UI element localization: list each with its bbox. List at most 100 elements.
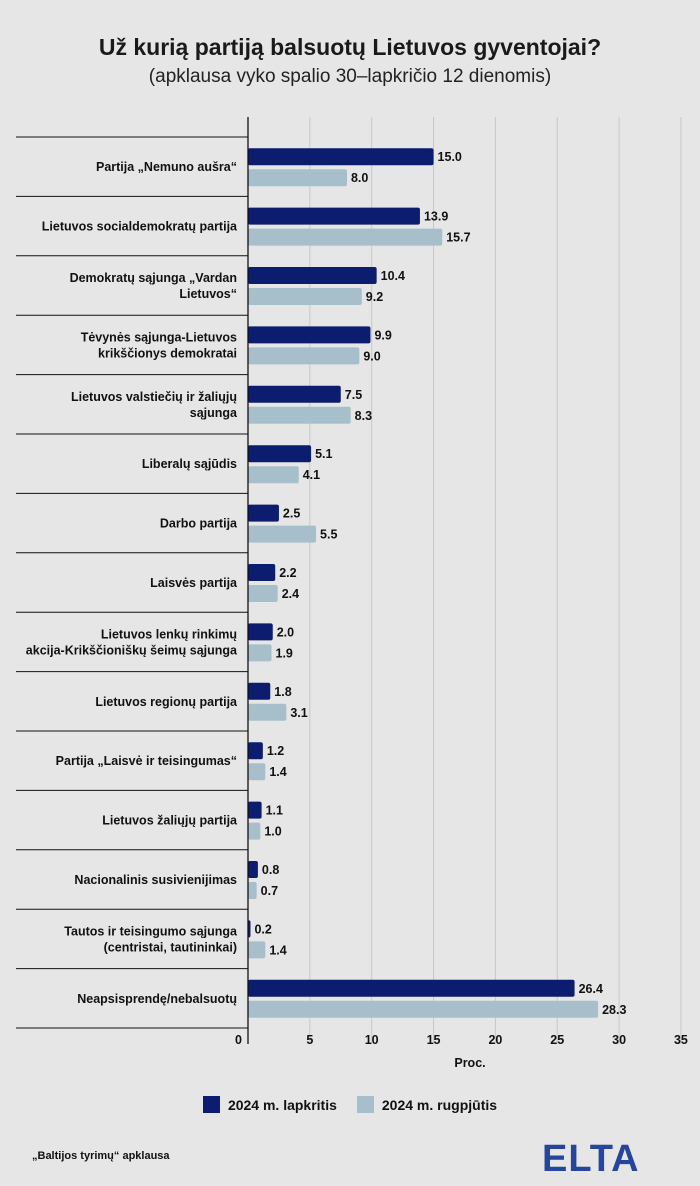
value-label-series2: 2.4 [282,587,299,601]
bar-series1 [248,742,263,760]
bar-series1 [248,207,420,225]
bar-series1 [248,861,258,878]
category-label: Neapsisprendę/nebalsuotų [77,992,237,1006]
bar-series2 [248,347,360,365]
x-axis-title: Proc. [454,1056,485,1070]
value-label-series1: 2.0 [277,625,294,639]
value-label-series1: 7.5 [345,388,362,402]
bar-series1 [248,623,273,641]
value-label-series1: 26.4 [579,982,603,996]
bar-series1 [248,445,312,463]
value-label-series2: 1.0 [264,825,281,839]
bar-series1 [248,385,341,403]
x-tick-label: 35 [674,1033,688,1047]
x-tick-label: 15 [427,1033,441,1047]
x-tick-label: 30 [612,1033,626,1047]
bar-series2 [248,822,261,840]
value-label-series1: 13.9 [424,210,448,224]
value-label-series2: 0.7 [261,884,278,898]
bar-series2 [248,585,278,602]
value-label-series1: 0.8 [262,863,279,877]
category-label: (centristai, tautininkai) [104,940,237,954]
legend-item-series2: 2024 m. rugpjūtis [356,1096,498,1113]
category-label: Nacionalinis susivienijimas [74,873,237,887]
value-label-series1: 15.0 [438,150,462,164]
chart-legend: 2024 m. lapkritis 2024 m. rugpjūtis [0,1096,700,1113]
bar-chart: 15.0 8.0 Partija „Nemuno aušra“ 13.9 15.7 Lie… [16,117,688,1070]
bar-series2 [248,169,347,187]
category-label: Laisvės partija [150,576,238,590]
source-note: „Baltijos tyrimų“ apklausa [32,1150,170,1162]
value-label-series1: 1.8 [274,685,291,699]
bar-series1 [248,267,377,284]
category-label: Partija „Laisvė ir teisingumas“ [56,754,237,768]
chart-subtitle: (apklausa vyko spalio 30–lapkričio 12 di… [148,66,552,87]
category-label: krikščionys demokratai [98,346,237,360]
bar-series2 [248,1000,599,1018]
bar-series2 [248,525,317,543]
value-label-series2: 5.5 [320,528,337,542]
x-tick-label: 20 [488,1033,502,1047]
category-label: Darbo partija [160,517,238,531]
category-label: Lietuvos“ [179,287,237,301]
bar-series2 [248,941,266,959]
value-label-series2: 28.3 [602,1003,626,1017]
bar-series2 [248,228,443,246]
x-tick-label: 5 [306,1033,313,1047]
category-label: Tautos ir teisingumo sąjunga [64,924,238,938]
bar-series1 [248,801,262,819]
category-label: Lietuvos lenkų rinkimų [101,627,237,641]
bar-series2 [248,703,287,721]
value-label-series2: 8.3 [355,409,372,423]
bar-series1 [248,564,276,581]
elta-logo: ELTA [542,1138,640,1178]
bar-series2 [248,466,299,484]
value-label-series1: 10.4 [381,269,405,283]
legend-swatch-series2 [356,1096,374,1113]
x-tick-label: 10 [365,1033,379,1047]
value-label-series1: 1.1 [266,804,283,818]
value-label-series2: 1.4 [269,943,286,957]
x-tick-label: 0 [235,1033,242,1047]
x-tick-label: 25 [550,1033,564,1047]
value-label-series1: 5.1 [315,447,332,461]
category-label: sąjunga [190,406,238,420]
category-label: Lietuvos socialdemokratų partija [42,220,238,234]
category-label: akcija-Krikščioniškų šeimų sąjunga [26,643,238,657]
bar-series2 [248,763,266,781]
category-label: Demokratų sąjunga „Vardan [70,271,237,285]
bar-series2 [248,882,257,899]
chart-title: Už kurią partiją balsuotų Lietuvos gyven… [98,34,602,60]
category-label: Lietuvos valstiečių ir žaliųjų [71,390,237,404]
bar-series2 [248,288,362,305]
value-label-series2: 3.1 [290,706,307,720]
category-label: Partija „Nemuno aušra“ [96,160,237,174]
value-label-series2: 1.4 [269,765,286,779]
category-label: Lietuvos žaliųjų partija [102,814,238,828]
bar-series1 [248,504,279,522]
value-label-series2: 9.2 [366,290,383,304]
legend-swatch-series1 [202,1096,220,1113]
value-label-series2: 1.9 [276,646,293,660]
value-label-series1: 0.2 [254,922,271,936]
category-label: Lietuvos regionų partija [95,695,238,709]
value-label-series1: 1.2 [267,744,284,758]
elta-logo-text: ELTA [542,1138,640,1178]
bar-series2 [248,406,351,424]
legend-label-series1: 2024 m. lapkritis [227,1096,337,1113]
value-label-series1: 9.9 [374,328,391,342]
bar-series1 [248,682,271,700]
bar-series1 [248,148,434,166]
category-label: Tėvynės sąjunga-Lietuvos [81,330,237,344]
bar-series1 [248,979,575,997]
value-label-series2: 9.0 [363,349,380,363]
legend-item-series1: 2024 m. lapkritis [202,1096,337,1113]
value-label-series1: 2.2 [279,566,296,580]
value-label-series1: 2.5 [283,507,300,521]
value-label-series2: 15.7 [446,231,470,245]
bar-series2 [248,644,272,662]
value-label-series2: 4.1 [303,468,320,482]
legend-label-series2: 2024 m. rugpjūtis [381,1096,498,1113]
value-label-series2: 8.0 [351,171,368,185]
category-label: Liberalų sąjūdis [142,457,237,471]
